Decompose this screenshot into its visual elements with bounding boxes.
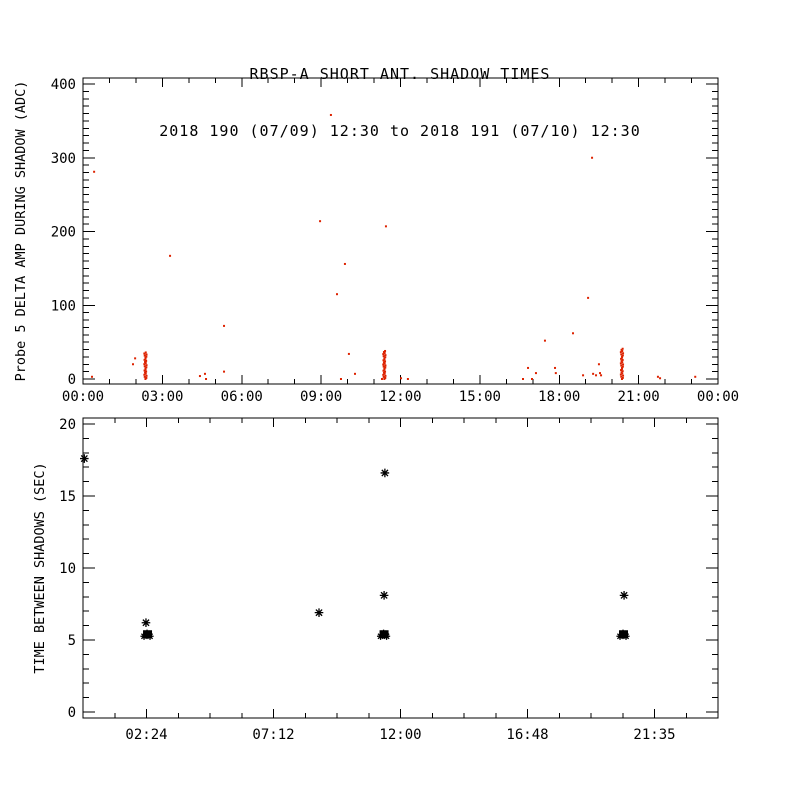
top-scatter-points [90, 113, 697, 380]
bottom-x-tick-label: 16:48 [506, 727, 548, 743]
top-y-tick-label: 400 [51, 77, 76, 93]
top-y-tick-label: 200 [51, 225, 76, 241]
top-x-tick-label: 03:00 [141, 389, 183, 405]
bottom-y-tick-label: 5 [68, 633, 76, 649]
top-x-tick-label: 21:00 [618, 389, 660, 405]
bottom-axes-frame [82, 417, 719, 719]
bottom-x-tick-label: 12:00 [379, 727, 421, 743]
top-x-tick-label: 06:00 [221, 389, 263, 405]
top-y-tick-label: 100 [51, 298, 76, 314]
title-block: RBSP-A SHORT ANT. SHADOW TIMES 2018 190 … [0, 27, 800, 179]
bottom-y-tick-label: 20 [59, 417, 76, 433]
chart-subtitle: 2018 190 (07/09) 12:30 to 2018 191 (07/1… [159, 122, 641, 140]
top-x-tick-label: 18:00 [538, 389, 580, 405]
bottom-scatter-points [80, 454, 630, 640]
top-x-tick-label: 15:00 [459, 389, 501, 405]
top-x-tick-label: 00:00 [62, 389, 104, 405]
top-y-tick-label: 300 [51, 151, 76, 167]
top-x-tick-label: 09:00 [300, 389, 342, 405]
bottom-x-tick-label: 07:12 [252, 727, 294, 743]
bottom-panel: 02:24 07:12 12:00 16:48 21:35 0 5 10 15 20 TIME BE… [32, 417, 719, 743]
top-y-axis-label: Probe 5 DELTA AMP DURING SHADOW (ADC) [13, 81, 29, 382]
bottom-x-tick-label: 21:35 [633, 727, 675, 743]
top-panel: 00:00 03:00 06:00 09:00 12:00 15:00 18:00 21:00… [13, 77, 739, 405]
bottom-y-axis-label: TIME BETWEEN SHADOWS (SEC) [32, 462, 48, 673]
bottom-y-tick-label: 10 [59, 561, 76, 577]
bottom-x-tick-label: 02:24 [125, 727, 167, 743]
bottom-y-tick-label: 0 [68, 705, 76, 721]
top-y-tick-label: 0 [68, 372, 76, 388]
bottom-y-tick-label: 15 [59, 489, 76, 505]
top-x-tick-label: 00:00 [697, 389, 739, 405]
top-x-tick-label: 12:00 [379, 389, 421, 405]
top-axes-frame [82, 77, 719, 385]
